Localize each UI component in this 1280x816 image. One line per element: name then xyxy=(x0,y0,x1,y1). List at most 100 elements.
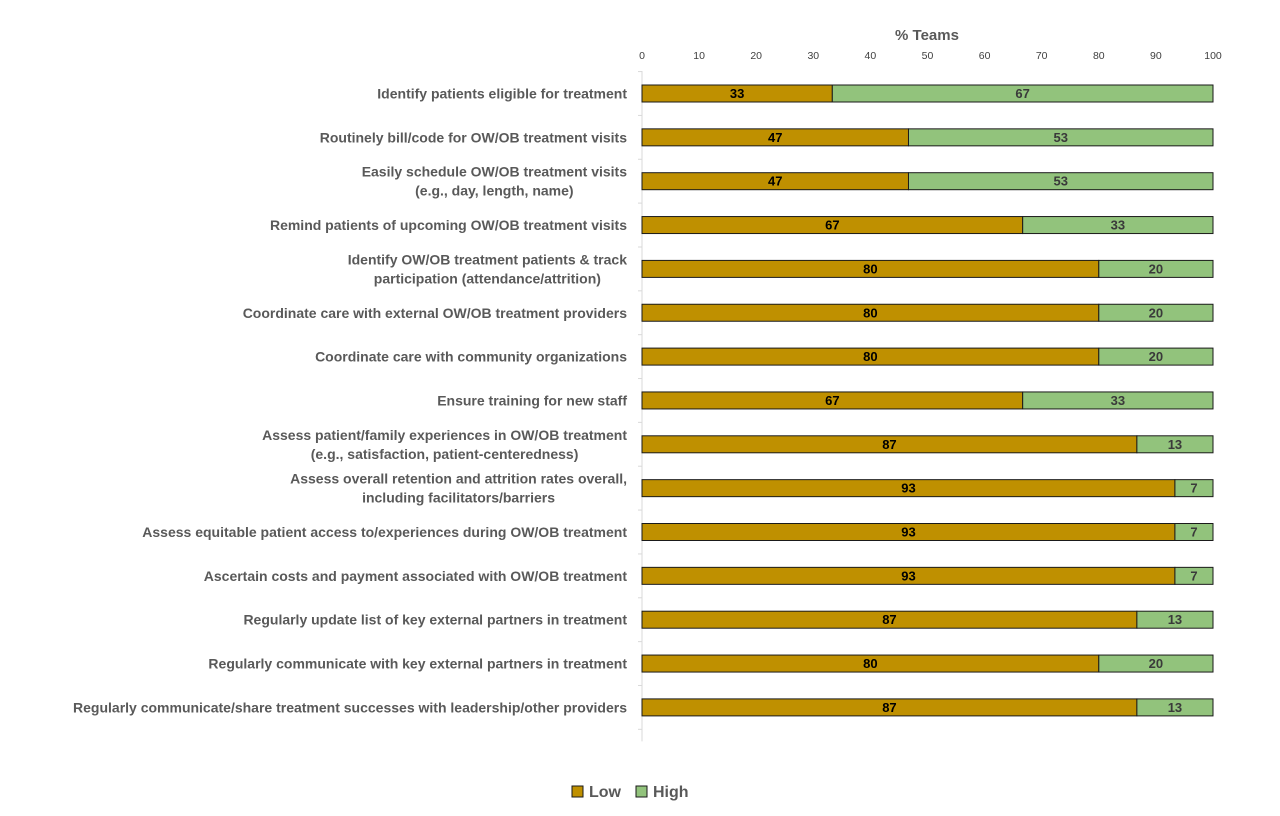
x-tick-label: 90 xyxy=(1150,50,1162,62)
bar-value-label: 20 xyxy=(1149,261,1163,276)
bar-value-label: 80 xyxy=(863,305,877,320)
legend-item-high: High xyxy=(635,784,689,801)
category-label: Coordinate care with external OW/OB trea… xyxy=(243,305,628,321)
category-label: Regularly update list of key external pa… xyxy=(243,612,627,628)
bar-value-label: 80 xyxy=(863,349,877,364)
x-tick-label: 20 xyxy=(750,50,762,62)
bar-value-label: 7 xyxy=(1190,481,1197,496)
category-label-line: (e.g., day, length, name) xyxy=(415,183,573,199)
legend: Low High xyxy=(571,784,689,801)
bar-high xyxy=(1098,259,1214,278)
legend-item-low: Low xyxy=(571,784,622,801)
bar-value-label: 13 xyxy=(1168,700,1182,715)
category-label: Regularly communicate/share treatment su… xyxy=(73,699,627,715)
bar-high xyxy=(1098,303,1214,322)
category-label-line: Regularly communicate/share treatment su… xyxy=(73,699,627,715)
bar-high xyxy=(1098,654,1214,673)
bar-value-label: 80 xyxy=(863,656,877,671)
bar-value-label: 53 xyxy=(1054,174,1068,189)
bar-high xyxy=(1136,435,1214,454)
category-label: Remind patients of upcoming OW/OB treatm… xyxy=(270,217,627,233)
category-label-line: Ascertain costs and payment associated w… xyxy=(204,568,628,584)
x-tick-label: 100 xyxy=(1204,50,1222,62)
bar-value-label: 93 xyxy=(901,568,915,583)
bar-value-label: 87 xyxy=(882,612,896,627)
bar-value-label: 33 xyxy=(1111,393,1125,408)
category-label-line: including facilitators/barriers xyxy=(362,490,555,506)
category-label: Assess overall retention and attrition r… xyxy=(290,471,627,506)
bar-value-label: 87 xyxy=(882,437,896,452)
category-label-line: Regularly communicate with key external … xyxy=(208,656,627,672)
bar-high xyxy=(1136,610,1214,629)
category-label: Regularly communicate with key external … xyxy=(208,656,627,672)
category-label-line: Coordinate care with community organizat… xyxy=(315,349,627,365)
category-label-line: Routinely bill/code for OW/OB treatment … xyxy=(320,129,627,145)
category-label-line: Assess equitable patient access to/exper… xyxy=(142,524,627,540)
bar-value-label: 93 xyxy=(901,481,915,496)
category-label: Assess equitable patient access to/exper… xyxy=(142,524,627,540)
bar-value-label: 13 xyxy=(1168,612,1182,627)
y-axis-line xyxy=(638,71,643,742)
bar-high xyxy=(1174,566,1214,585)
x-tick-label: 70 xyxy=(1036,50,1048,62)
category-label-line: Identify OW/OB treatment patients & trac… xyxy=(348,251,627,267)
x-tick-label: 30 xyxy=(807,50,819,62)
bar-value-label: 47 xyxy=(768,130,782,145)
bar-value-label: 47 xyxy=(768,174,782,189)
bar-value-label: 13 xyxy=(1168,437,1182,452)
legend-label: High xyxy=(653,784,689,801)
bar-value-label: 93 xyxy=(901,525,915,540)
category-label-line: Remind patients of upcoming OW/OB treatm… xyxy=(270,217,627,233)
bar-value-label: 20 xyxy=(1149,305,1163,320)
x-tick-label: 50 xyxy=(922,50,934,62)
category-label: Identify patients eligible for treatment xyxy=(377,86,627,102)
category-labels: Identify patients eligible for treatment… xyxy=(73,86,627,716)
legend-swatch xyxy=(571,785,584,798)
bar-high xyxy=(1022,216,1214,235)
category-label-line: Ensure training for new staff xyxy=(437,392,627,408)
x-tick-label: 10 xyxy=(693,50,705,62)
x-tick-label: 60 xyxy=(979,50,991,62)
bar-high xyxy=(1022,391,1214,410)
category-label: Ascertain costs and payment associated w… xyxy=(204,568,628,584)
bars: 33 67 47 53 47 53 67 33 80 20 80 20 80 20 67 33 87 13 93 7 9… xyxy=(641,84,1214,717)
bar-value-label: 53 xyxy=(1054,130,1068,145)
bar-value-label: 7 xyxy=(1190,525,1197,540)
bar-high xyxy=(1174,523,1214,541)
x-tick-label: 40 xyxy=(865,50,877,62)
bar-value-label: 67 xyxy=(825,393,839,408)
category-label: Assess patient/family experiences in OW/… xyxy=(262,427,627,462)
bar-high xyxy=(907,172,1214,191)
x-tick-label: 0 xyxy=(639,50,645,62)
bar-value-label: 20 xyxy=(1149,349,1163,364)
category-label-line: (e.g., satisfaction, patient-centerednes… xyxy=(311,446,579,462)
category-label: Easily schedule OW/OB treatment visits (e… xyxy=(362,164,628,199)
category-label-line: Identify patients eligible for treatment xyxy=(377,86,627,102)
legend-swatch xyxy=(635,785,648,798)
x-axis-ticks: 0 10 20 30 40 50 60 70 80 90 100 xyxy=(639,50,1222,62)
bar-high xyxy=(1174,479,1214,498)
category-label-line: Easily schedule OW/OB treatment visits xyxy=(362,164,628,180)
bar-value-label: 33 xyxy=(730,86,744,101)
bar-value-label: 7 xyxy=(1190,568,1197,583)
category-label-line: Coordinate care with external OW/OB trea… xyxy=(243,305,628,321)
bar-high xyxy=(1136,698,1214,717)
category-label-line: Assess patient/family experiences in OW/… xyxy=(262,427,627,443)
category-label-line: Assess overall retention and attrition r… xyxy=(290,471,627,487)
x-tick-label: 80 xyxy=(1093,50,1105,62)
bar-value-label: 87 xyxy=(882,700,896,715)
category-label: Routinely bill/code for OW/OB treatment … xyxy=(320,129,627,145)
bar-value-label: 80 xyxy=(863,261,877,276)
bar-value-label: 67 xyxy=(825,218,839,233)
x-axis-title: % Teams xyxy=(895,27,959,44)
bar-high xyxy=(907,128,1214,147)
bar-value-label: 33 xyxy=(1111,218,1125,233)
category-label-line: Regularly update list of key external pa… xyxy=(243,612,627,628)
category-label: Ensure training for new staff xyxy=(437,392,627,408)
category-label: Identify OW/OB treatment patients & trac… xyxy=(348,251,627,286)
bar-value-label: 67 xyxy=(1015,86,1029,101)
category-label: Coordinate care with community organizat… xyxy=(315,349,627,365)
bar-high xyxy=(831,84,1214,103)
bar-value-label: 20 xyxy=(1149,656,1163,671)
